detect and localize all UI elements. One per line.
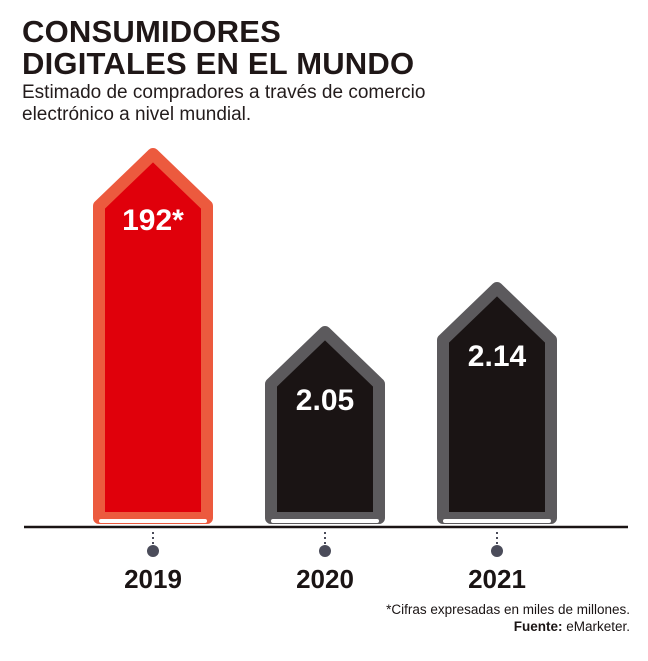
source-value: eMarketer. xyxy=(566,619,630,634)
chart-title-line-2: DIGITALES EN EL MUNDO xyxy=(22,46,415,81)
footnote: *Cifras expresadas en miles de millones.… xyxy=(386,601,630,635)
bar-2020 xyxy=(265,326,385,524)
tick-marker-2019 xyxy=(147,545,159,557)
chart-title: CONSUMIDORES DIGITALES EN EL MUNDO xyxy=(22,16,414,80)
chart-title-line-1: CONSUMIDORES xyxy=(22,14,282,49)
tick-marker-2020 xyxy=(319,545,331,557)
footnote-source: Fuente: eMarketer. xyxy=(386,618,630,635)
x-tick-label-2020: 2020 xyxy=(296,564,354,594)
x-tick-label-2021: 2021 xyxy=(468,564,526,594)
source-label: Fuente: xyxy=(513,619,563,634)
tick-marker-2021 xyxy=(491,545,503,557)
chart-subtitle-line-1: Estimado de compradores a través de come… xyxy=(22,82,426,103)
x-tick-label-2019: 2019 xyxy=(124,564,182,594)
data-label-2020: 2.05 xyxy=(296,384,354,417)
data-label-2021: 2.14 xyxy=(468,340,527,373)
bar-2021 xyxy=(437,282,557,524)
chart-subtitle: Estimado de compradores a través de come… xyxy=(22,82,562,126)
footnote-note: *Cifras expresadas en miles de millones. xyxy=(386,602,630,617)
bar-2019 xyxy=(93,148,213,524)
data-label-2019: 192* xyxy=(122,204,184,237)
chart-subtitle-line-2: electrónico a nivel mundial. xyxy=(22,104,252,125)
